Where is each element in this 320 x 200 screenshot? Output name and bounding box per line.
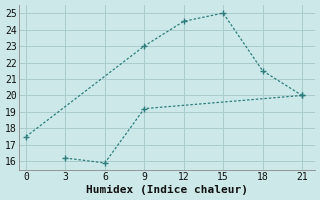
X-axis label: Humidex (Indice chaleur): Humidex (Indice chaleur): [86, 185, 248, 195]
